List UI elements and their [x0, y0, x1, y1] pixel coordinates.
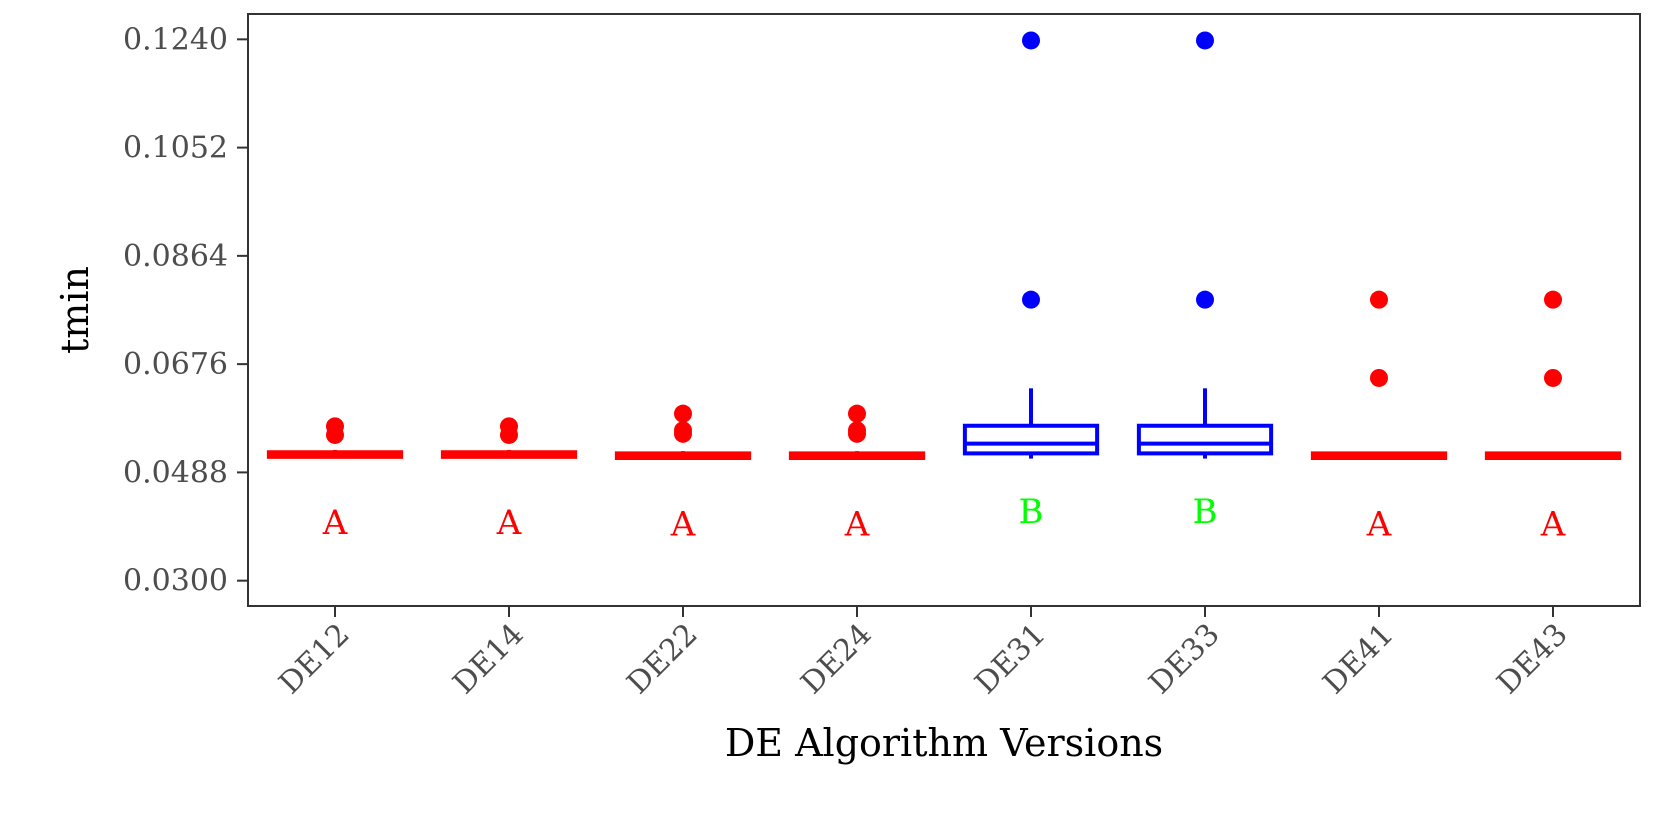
y-axis-title: tmin: [53, 266, 97, 354]
y-tick-label: 0.0300: [123, 564, 228, 599]
group-letter-label: A: [1366, 505, 1392, 545]
outlier-point: [500, 417, 518, 436]
box-de43: [1484, 290, 1622, 461]
group-letter-label: A: [1540, 505, 1566, 545]
outlier-point: [1544, 368, 1562, 387]
y-tick-label: 0.1052: [123, 131, 228, 166]
box-de24: [788, 404, 926, 461]
box-de31: [962, 31, 1100, 459]
outlier-point: [1370, 290, 1388, 309]
y-axis: 0.0300 0.0488 0.0676 0.0864 0.1052 0.1240: [123, 22, 248, 599]
box-body: [1136, 423, 1274, 456]
outlier-point: [1196, 31, 1214, 50]
x-axis-title: DE Algorithm Versions: [725, 721, 1163, 765]
group-letter-label: A: [670, 505, 696, 545]
outlier-point: [674, 421, 692, 440]
outlier-point: [1544, 290, 1562, 309]
outlier-point: [1196, 290, 1214, 309]
y-tick-label: 0.0864: [123, 239, 228, 274]
outlier-point: [326, 417, 344, 436]
y-tick-label: 0.1240: [123, 22, 228, 57]
group-letter-label: A: [496, 503, 522, 543]
outlier-point: [1370, 368, 1388, 387]
box-body: [962, 423, 1100, 456]
box-de12: [266, 417, 404, 459]
outlier-point: [848, 404, 866, 423]
y-tick-label: 0.0488: [123, 455, 228, 490]
box-de22: [614, 404, 752, 461]
box-de33: [1136, 31, 1274, 459]
y-tick-label: 0.0676: [123, 347, 228, 382]
outlier-point: [848, 421, 866, 440]
plot-panel-border: [247, 13, 1641, 607]
outlier-point: [1022, 31, 1040, 50]
outlier-point: [1022, 290, 1040, 309]
group-letter-label: A: [844, 505, 870, 545]
group-letter-label: A: [322, 503, 348, 543]
box-de14: [440, 417, 578, 459]
outlier-point: [674, 404, 692, 423]
group-letter-label: B: [1193, 492, 1218, 532]
group-letter-label: B: [1019, 492, 1044, 532]
box-de41: [1310, 290, 1448, 461]
